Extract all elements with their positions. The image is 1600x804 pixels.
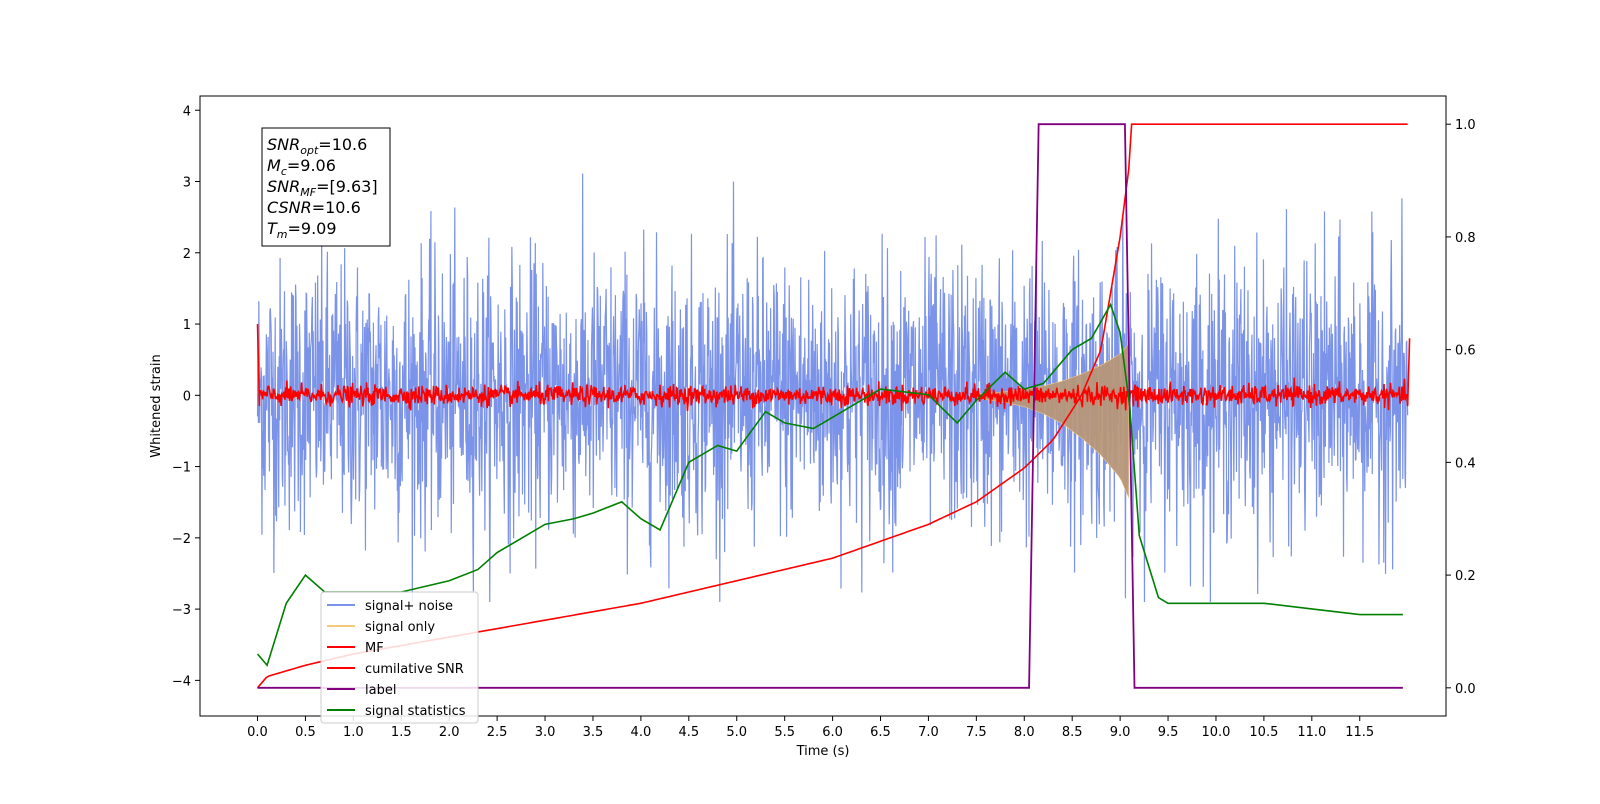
legend-item-mf: MF — [365, 641, 384, 656]
legend-frame — [320, 591, 479, 724]
x-tick-label: 2.5 — [487, 725, 508, 740]
x-tick-label: 2.0 — [439, 725, 460, 740]
x-axis: 0.0 0.5 1.0 1.5 2.0 2.5 3.0 3.5 4.0 4.5 5.0 5.5 6.0 6… — [247, 716, 1374, 740]
x-tick-label: 9.5 — [1158, 725, 1179, 740]
x-tick-label: 10.5 — [1249, 725, 1278, 740]
y-axis-right: 1.0 0.8 0.6 0.4 0.2 0.0 — [1446, 118, 1476, 697]
y-left-tick-label: 4 — [183, 104, 191, 119]
info-box-frame — [261, 127, 391, 247]
series-mf — [256, 324, 1411, 412]
x-tick-label: 8.5 — [1062, 725, 1083, 740]
info-box-line: SNRopt=10.6 — [267, 135, 367, 157]
y-right-tick-label: 1.0 — [1455, 118, 1476, 133]
x-tick-label: 8.0 — [1014, 725, 1035, 740]
x-tick-label: 0.5 — [295, 725, 316, 740]
legend-item-label: label — [365, 683, 396, 698]
y-right-tick-label: 0.6 — [1455, 344, 1476, 359]
x-tick-label: 9.0 — [1110, 725, 1131, 740]
y-left-tick-label: 1 — [183, 318, 191, 333]
legend-item-signal-noise: signal+ noise — [365, 599, 453, 614]
y-axis-left: 4 3 2 1 0 −1 −2 −3 −4 — [172, 104, 200, 689]
y-right-tick-label: 0.0 — [1455, 682, 1476, 697]
legend-item-signal-statistics: signal statistics — [365, 704, 466, 719]
x-tick-label: 4.0 — [631, 725, 652, 740]
series-label — [257, 123, 1403, 689]
x-tick-label: 7.5 — [966, 725, 987, 740]
y-left-tick-label: −2 — [172, 532, 191, 547]
x-tick-label: 1.0 — [343, 725, 364, 740]
x-tick-label: 5.5 — [774, 725, 795, 740]
axes-frame — [199, 95, 1447, 717]
info-box-line: Mc=9.06 — [267, 156, 336, 178]
series-signal-statistics — [256, 302, 1403, 667]
series-signal-noise — [256, 173, 1409, 602]
x-tick-label: 11.5 — [1345, 725, 1374, 740]
info-box-line: SNRMF=[9.63] — [267, 177, 378, 199]
info-box-line: Tm=9.09 — [267, 219, 337, 241]
legend-item-cumulative-snr: cumilative SNR — [365, 662, 464, 677]
x-tick-label: 1.5 — [391, 725, 412, 740]
x-tick-label: 11.0 — [1297, 725, 1326, 740]
y-left-tick-label: −3 — [172, 603, 191, 618]
y-left-tick-label: −4 — [172, 674, 191, 689]
x-tick-label: 3.5 — [583, 725, 604, 740]
y-left-tick-label: 2 — [183, 247, 191, 262]
y-right-tick-label: 0.2 — [1455, 569, 1476, 584]
series-signal-only — [976, 343, 1130, 499]
x-tick-label: 10.0 — [1201, 725, 1230, 740]
info-box-line: CSNR=10.6 — [267, 198, 361, 217]
y-right-tick-label: 0.4 — [1455, 456, 1476, 471]
y-right-tick-label: 0.8 — [1455, 231, 1476, 246]
y-left-tick-label: −1 — [172, 461, 191, 476]
y-axis-label-left: Whitened strain — [149, 354, 164, 457]
legend-item-signal-only: signal only — [365, 620, 435, 635]
x-axis-label: Time (s) — [796, 744, 850, 759]
x-tick-label: 7.0 — [918, 725, 939, 740]
x-tick-label: 3.0 — [535, 725, 556, 740]
x-tick-label: 6.5 — [870, 725, 891, 740]
y-left-tick-label: 3 — [183, 176, 191, 191]
legend: signal+ noise signal only MF cumilative SNR… — [320, 591, 479, 724]
y-left-tick-label: 0 — [183, 389, 191, 404]
x-tick-label: 4.5 — [678, 725, 699, 740]
x-tick-label: 0.0 — [247, 725, 268, 740]
x-tick-label: 6.0 — [822, 725, 843, 740]
x-tick-label: 5.0 — [726, 725, 747, 740]
